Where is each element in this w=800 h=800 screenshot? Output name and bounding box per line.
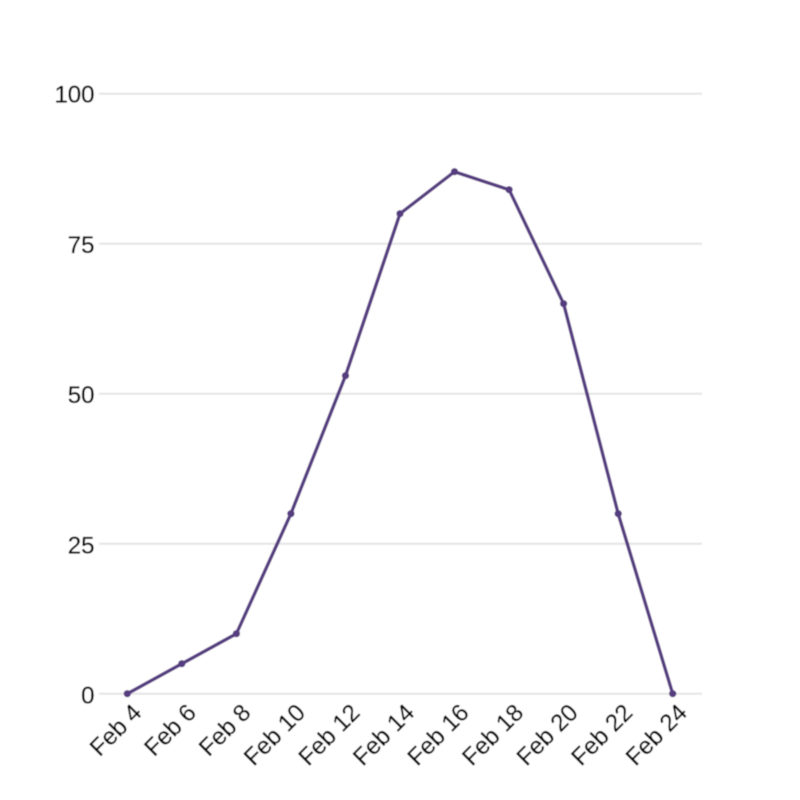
svg-text:100: 100 <box>54 82 94 109</box>
svg-text:0: 0 <box>81 683 94 710</box>
svg-text:25: 25 <box>68 532 95 559</box>
svg-text:50: 50 <box>68 382 95 409</box>
svg-text:75: 75 <box>68 232 95 259</box>
